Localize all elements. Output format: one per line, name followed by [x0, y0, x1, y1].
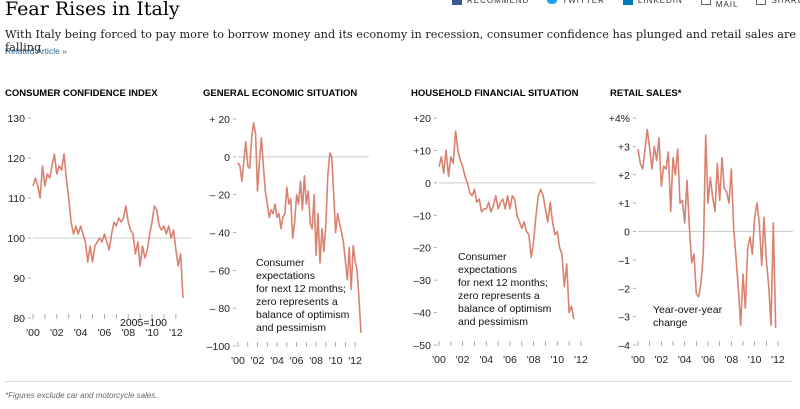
x-tick-label: '00: [631, 354, 645, 366]
y-tick-label: +20: [413, 113, 431, 125]
series-line: [32, 153, 184, 299]
y-tick-label: +4%: [609, 113, 630, 125]
linkedin-icon: [622, 0, 633, 5]
x-tick-label: '06: [98, 327, 112, 339]
annotation: Consumer expectations for next 12 months; z…: [256, 257, 350, 334]
y-tick-label: 0: [624, 227, 630, 239]
x-tick-label: '10: [550, 354, 564, 366]
y-tick-label: –10: [413, 210, 431, 222]
x-tick-label: '00: [432, 354, 446, 366]
chart-plot: + 20 0 – 20 – 40 – 60 – 80 –100'00 '02 '04 '06 '08…: [207, 114, 369, 367]
y-tick-label: – 20: [210, 190, 231, 202]
x-tick-label: '12: [348, 355, 362, 367]
x-tick-label: '04: [479, 354, 493, 366]
share-more-button[interactable]: SHARE: [756, 0, 800, 6]
x-tick-label: '02: [251, 355, 265, 367]
chart-plot: +20 +10 0 –10 –20 –30 –40 –50'00 '02 '04 '06 '08 '10…: [413, 113, 596, 366]
x-tick-label: '02: [456, 354, 470, 366]
series-line: [237, 122, 362, 333]
share-recommend-button[interactable]: RECOMMEND: [452, 0, 529, 6]
series-line: [637, 128, 777, 329]
related-article-link[interactable]: Related Article »: [5, 46, 67, 56]
y-tick-label: +2: [618, 170, 630, 182]
chart-retail-sales: RETAIL SALES* +4% +3 +2 +1 0 –1 –2 –3 –4'00 '02 '0…: [605, 88, 800, 368]
y-tick-label: –3: [618, 312, 630, 324]
x-tick-label: '04: [270, 355, 284, 367]
footnote: *Figures exclude car and motorcycle sale…: [5, 391, 158, 400]
y-tick-label: 0: [425, 178, 431, 190]
chart-general-economic-situation: GENERAL ECONOMIC SITUATION + 20 0 – 20 – 40…: [198, 88, 398, 368]
y-tick-label: –20: [413, 243, 431, 255]
y-tick-label: + 20: [209, 114, 230, 126]
y-tick-label: –50: [413, 340, 431, 352]
chart-title: GENERAL ECONOMIC SITUATION: [203, 88, 358, 99]
y-tick-label: –1: [618, 255, 630, 267]
y-tick-label: –30: [413, 275, 431, 287]
chart-plot: +4% +3 +2 +1 0 –1 –2 –3 –4'00 '02 '04 '06 '08 '10 '12 Y…: [609, 113, 793, 366]
x-tick-label: '00: [26, 327, 40, 339]
footer-divider: [5, 381, 792, 382]
x-tick-label: '10: [145, 327, 159, 339]
twitter-icon: [547, 0, 558, 5]
annotation: Year-over-year change: [653, 304, 723, 329]
x-tick-label: '10: [748, 354, 762, 366]
x-tick-label: '08: [309, 355, 323, 367]
share-toolbar: RECOMMEND TWITTER LINKEDIN E-MAIL SHARE: [452, 0, 800, 9]
x-tick-label: '00: [231, 355, 245, 367]
y-tick-label: +1: [618, 198, 630, 210]
x-tick-label: '12: [771, 354, 785, 366]
x-tick-label: '10: [329, 355, 343, 367]
article-deck: With Italy being forced to pay more to b…: [5, 28, 797, 54]
x-tick-label: '02: [50, 327, 64, 339]
chart-consumer-confidence: CONSUMER CONFIDENCE INDEX 130 120 110 100 90…: [0, 88, 200, 368]
email-icon: [700, 0, 711, 5]
x-tick-label: '08: [724, 354, 738, 366]
y-tick-label: 110: [8, 193, 25, 205]
x-tick-label: '04: [678, 354, 692, 366]
y-tick-label: 100: [7, 233, 25, 245]
y-tick-label: 0: [224, 152, 230, 164]
y-tick-label: +3: [618, 141, 630, 153]
share-twitter-button[interactable]: TWITTER: [547, 0, 605, 6]
chart-household-financial-situation: HOUSEHOLD FINANCIAL SITUATION +20 +10 0 –10…: [406, 88, 606, 368]
y-tick-label: –40: [413, 308, 431, 320]
x-tick-label: '08: [121, 327, 135, 339]
chart-title: RETAIL SALES*: [610, 88, 682, 99]
x-tick-label: '02: [654, 354, 668, 366]
x-tick-label: '04: [74, 327, 88, 339]
y-tick-label: –100: [207, 341, 231, 353]
share-icon: [756, 0, 767, 5]
x-tick-label: '08: [527, 354, 541, 366]
y-tick-label: 120: [7, 153, 25, 165]
chart-plot: 130 120 110 100 90 80'00 '02 '04 '06 '08 '10 '12200…: [7, 113, 191, 339]
y-tick-label: 90: [13, 273, 25, 285]
annotation: Consumer expectations for next 12 months; z…: [458, 251, 552, 328]
x-tick-label: '12: [574, 354, 588, 366]
x-tick-label: '12: [169, 327, 183, 339]
y-tick-label: +10: [413, 145, 431, 157]
y-tick-label: 80: [13, 313, 25, 325]
y-tick-label: 130: [7, 113, 25, 125]
y-tick-label: – 60: [210, 265, 231, 277]
x-tick-label: '06: [290, 355, 304, 367]
x-tick-label: '06: [503, 354, 517, 366]
facebook-icon: [452, 0, 462, 5]
series-line: [438, 130, 575, 320]
chart-title: CONSUMER CONFIDENCE INDEX: [5, 88, 158, 99]
page-title: Fear Rises in Italy: [5, 0, 180, 20]
share-email-button[interactable]: E-MAIL: [700, 0, 739, 9]
x-tick-label: '06: [701, 354, 715, 366]
annotation: 2005=100: [120, 317, 167, 329]
y-tick-label: – 80: [210, 303, 231, 315]
chart-title: HOUSEHOLD FINANCIAL SITUATION: [411, 88, 579, 99]
y-tick-label: –4: [618, 340, 630, 352]
y-tick-label: – 40: [210, 228, 231, 240]
share-linkedin-button[interactable]: LINKEDIN: [622, 0, 683, 6]
y-tick-label: –2: [618, 283, 630, 295]
